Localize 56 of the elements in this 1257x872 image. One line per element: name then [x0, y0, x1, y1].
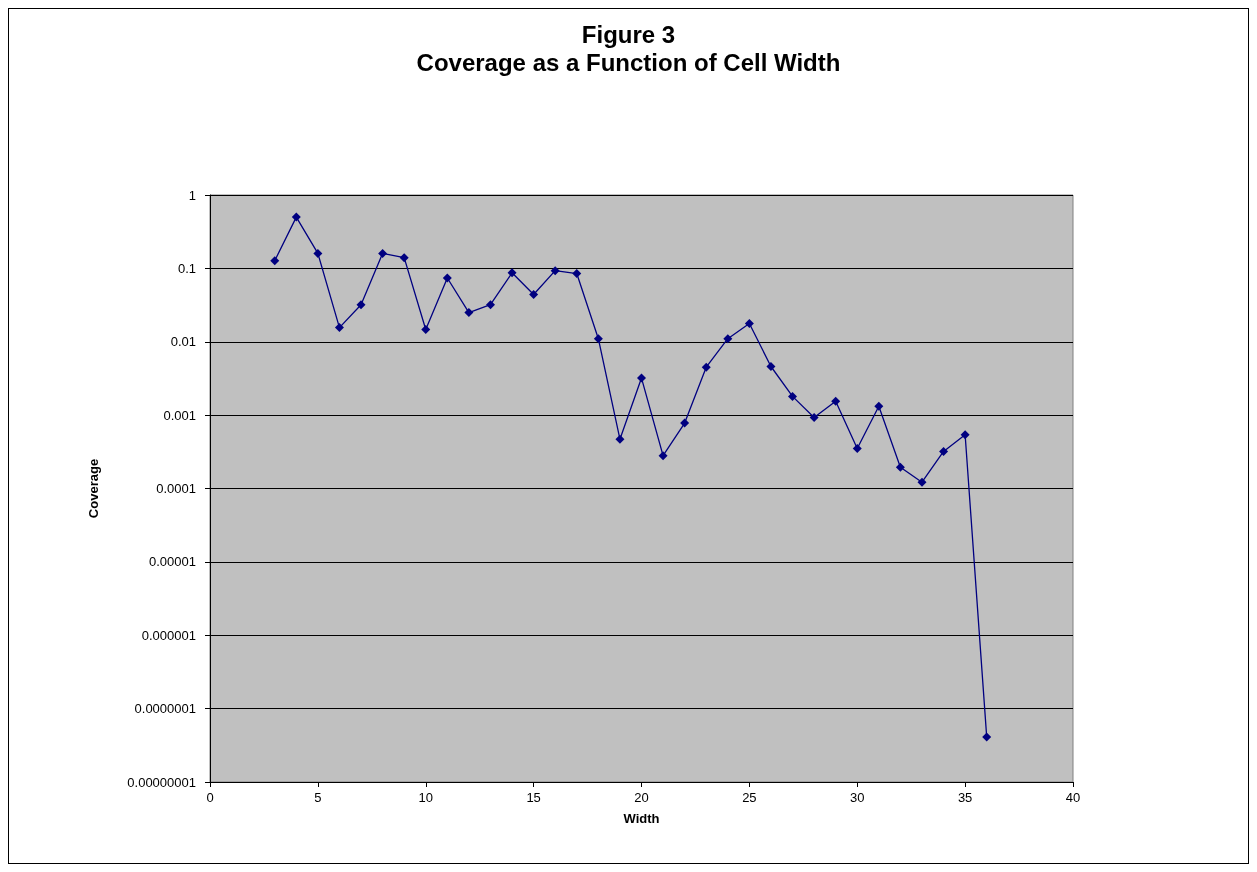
y-tick-label: 1: [188, 187, 196, 203]
point: [313, 248, 323, 258]
point: [701, 362, 711, 372]
point: [593, 334, 603, 344]
point: [852, 444, 862, 454]
point: [270, 256, 280, 266]
point: [809, 412, 819, 422]
x-tick-label: 5: [314, 790, 322, 805]
x-tick-label: 10: [418, 790, 433, 805]
y-tick-label: 0.000001: [141, 627, 196, 643]
y-tick-label: 0.0001: [156, 481, 196, 496]
point: [744, 319, 754, 329]
point: [917, 477, 927, 487]
x-tick-label: 25: [742, 790, 757, 805]
point: [615, 434, 625, 444]
x-tick-label: 35: [957, 790, 973, 805]
point: [507, 268, 517, 278]
point: [637, 373, 646, 383]
x-tick-label: 15: [526, 790, 541, 805]
point: [399, 253, 409, 263]
x-tick-label: 30: [850, 790, 865, 805]
y-tick-label: 0.001: [163, 407, 196, 423]
point: [723, 334, 733, 344]
y-tick-label: 0.00001: [149, 554, 196, 570]
point: [378, 248, 388, 258]
point: [421, 324, 431, 334]
x-axis-title: Width: [623, 811, 660, 826]
point: [680, 418, 690, 428]
x-tick-label: 0: [206, 790, 214, 805]
point: [550, 266, 560, 276]
point: [485, 300, 495, 310]
point: [831, 396, 841, 406]
point: [982, 732, 992, 742]
point: [464, 308, 474, 318]
point: [291, 212, 301, 222]
point: [572, 269, 582, 279]
point: [334, 323, 344, 333]
x-tick-label: 20: [634, 790, 649, 805]
point: [874, 401, 884, 411]
point: [939, 446, 949, 456]
point: [895, 462, 905, 472]
point: [529, 290, 539, 300]
y-tick-label: 0.1: [177, 260, 196, 276]
point: [766, 362, 776, 371]
point: [658, 451, 668, 461]
chart-title: Figure 3: [581, 20, 676, 48]
chart-subtitle: Coverage as a Function of Cell Width: [416, 48, 841, 76]
point: [788, 391, 798, 401]
x-tick-label: 40: [1065, 790, 1081, 805]
point: [442, 273, 452, 283]
y-axis-title: Coverage: [86, 458, 101, 519]
point: [356, 300, 366, 310]
point: [960, 430, 970, 440]
y-tick-label: 0.00000001: [127, 774, 196, 790]
y-tick-label: 0.0000001: [134, 701, 196, 717]
y-tick-label: 0.01: [170, 334, 196, 350]
